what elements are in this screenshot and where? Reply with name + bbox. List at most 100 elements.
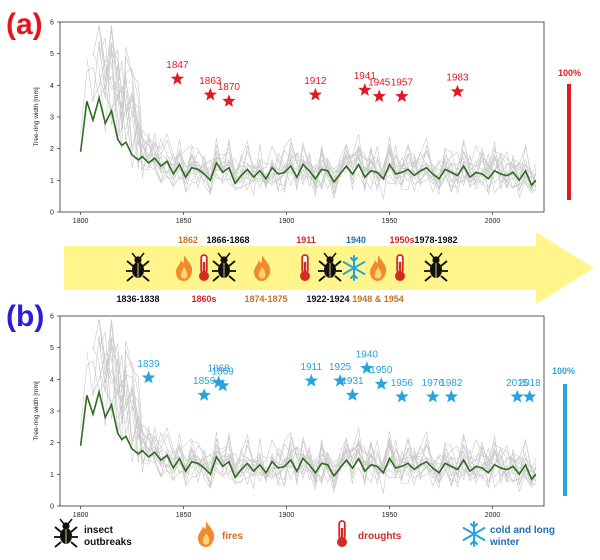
sample-series-line bbox=[98, 28, 537, 193]
legend-label: insect outbreaks bbox=[84, 525, 132, 548]
event-star bbox=[170, 72, 185, 85]
timeline-event-label: 1866-1868 bbox=[206, 235, 249, 245]
event-year-label: 1931 bbox=[341, 376, 364, 387]
sample-series-line bbox=[92, 337, 537, 487]
event-star bbox=[304, 373, 318, 387]
event-year-label: 1839 bbox=[137, 359, 160, 370]
y-tick-label: 0 bbox=[50, 504, 54, 511]
event-star bbox=[216, 378, 230, 392]
event-star bbox=[358, 83, 372, 96]
event-year-label: 1869 bbox=[212, 367, 235, 378]
sample-series-line bbox=[92, 43, 537, 193]
legend-label: cold and long winter bbox=[489, 525, 555, 548]
y-tick-label: 6 bbox=[50, 314, 54, 321]
panel-a-sample-lines bbox=[80, 25, 537, 200]
timeline-event-label: 1862 bbox=[178, 235, 198, 245]
y-tick-label: 2 bbox=[50, 440, 54, 447]
y-tick-label: 1 bbox=[50, 472, 54, 479]
panel-b-percent-bar bbox=[563, 384, 567, 496]
event-star bbox=[374, 377, 388, 390]
event-year-label: 1868 bbox=[207, 364, 230, 375]
x-tick-label: 2000 bbox=[485, 218, 501, 225]
sample-series-line bbox=[92, 319, 537, 486]
panel-b-sample-lines bbox=[80, 319, 537, 494]
y-tick-label: 1 bbox=[50, 178, 54, 185]
event-star bbox=[360, 361, 374, 374]
event-year-label: 1983 bbox=[446, 73, 469, 84]
x-tick-label: 1800 bbox=[73, 218, 89, 225]
thermometer-icon bbox=[336, 520, 348, 548]
panel-b-chart: Tree-ring width [mm] 0 1 2 3 4 5 6 1800 1850 190… bbox=[33, 314, 545, 519]
event-star bbox=[308, 87, 322, 101]
panel-b-percent-label: 100% bbox=[552, 366, 575, 376]
timeline-event-label: 1948 & 1954 bbox=[352, 294, 404, 304]
timeline-event-label: 1950s bbox=[389, 235, 414, 245]
sample-series-line bbox=[98, 25, 537, 191]
timeline-event-label: 1836-1838 bbox=[116, 294, 159, 304]
event-star bbox=[395, 89, 409, 103]
event-star bbox=[522, 389, 537, 403]
panel-a-label: (a) bbox=[6, 8, 43, 41]
event-year-label: 1859 bbox=[193, 376, 216, 387]
legend-label: droughts bbox=[358, 531, 402, 542]
event-star bbox=[141, 370, 156, 384]
event-star bbox=[444, 389, 458, 403]
sample-series-line bbox=[98, 322, 537, 487]
sample-series-line bbox=[98, 47, 537, 192]
y-tick-label: 3 bbox=[50, 115, 54, 122]
y-tick-label: 4 bbox=[50, 83, 54, 90]
thermometer-icon bbox=[198, 254, 210, 282]
x-tick-label: 1900 bbox=[279, 512, 295, 519]
y-tick-label: 3 bbox=[50, 409, 54, 416]
snowflake-icon bbox=[462, 521, 486, 547]
timeline-event-label: 1860s bbox=[191, 294, 216, 304]
event-year-label: 1912 bbox=[304, 76, 327, 87]
timeline-events: 1836-1838 1862 1860s 1866-1868 1874-1875 1911… bbox=[116, 235, 457, 304]
event-year-label: 1941 bbox=[354, 71, 377, 82]
event-year-label: 1870 bbox=[218, 82, 241, 93]
x-tick-label: 1800 bbox=[73, 512, 89, 519]
panel-b-y-ticks: 0 1 2 3 4 5 6 bbox=[50, 314, 60, 511]
event-year-label: 1863 bbox=[199, 76, 222, 87]
panel-a-chart: Tree-ring width [mm] 0 1 2 3 4 5 6 1800 1850 190… bbox=[33, 20, 545, 225]
sample-series-line bbox=[111, 343, 536, 493]
x-tick-label: 1950 bbox=[382, 512, 398, 519]
panel-b-x-ticks: 1800 1850 1900 1950 2000 bbox=[73, 506, 501, 519]
event-year-label: 1956 bbox=[391, 378, 414, 389]
timeline-event-label: 1978-1982 bbox=[414, 235, 457, 245]
panel-a-mean-line bbox=[79, 94, 537, 187]
panel-a-percent-bar bbox=[567, 84, 571, 200]
sample-series-line bbox=[98, 341, 537, 486]
y-tick-label: 4 bbox=[50, 377, 54, 384]
y-tick-label: 5 bbox=[50, 51, 54, 58]
thermometer-icon bbox=[394, 254, 406, 282]
sample-series-line bbox=[98, 38, 537, 192]
panel-b-label: (b) bbox=[6, 300, 44, 333]
panel-a-percent-label: 100% bbox=[558, 68, 581, 78]
panel-a-y-ticks: 0 1 2 3 4 5 6 bbox=[50, 20, 60, 217]
sample-series-line bbox=[92, 25, 537, 192]
insect-icon bbox=[53, 518, 79, 548]
event-star bbox=[197, 388, 211, 401]
x-tick-label: 1850 bbox=[176, 218, 192, 225]
sample-series-line bbox=[98, 319, 537, 485]
x-tick-label: 1900 bbox=[279, 218, 295, 225]
panel-b-mean-line bbox=[79, 388, 537, 481]
event-star bbox=[222, 94, 236, 107]
event-year-label: 2018 bbox=[518, 378, 541, 389]
timeline-event-label: 1922-1924 bbox=[306, 294, 349, 304]
x-tick-label: 2000 bbox=[485, 512, 501, 519]
event-year-label: 1982 bbox=[440, 378, 463, 389]
timeline-event-label: 1874-1875 bbox=[244, 294, 287, 304]
event-year-label: 1957 bbox=[391, 77, 414, 88]
event-star bbox=[203, 87, 217, 101]
y-tick-label: 5 bbox=[50, 345, 54, 352]
event-star bbox=[333, 373, 347, 387]
event-year-label: 1847 bbox=[166, 60, 189, 71]
event-star bbox=[426, 389, 440, 403]
event-star bbox=[510, 389, 524, 403]
event-year-label: 1976 bbox=[422, 378, 445, 389]
timeline: 1836-1838 1862 1860s 1866-1868 1874-1875 1911… bbox=[64, 232, 594, 304]
